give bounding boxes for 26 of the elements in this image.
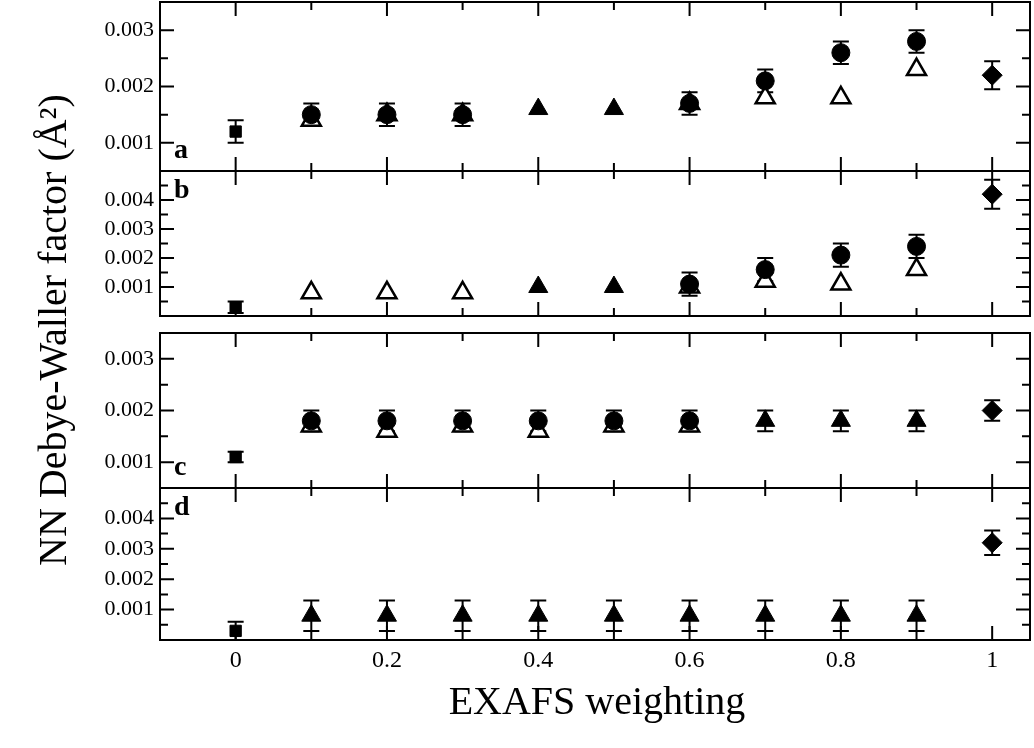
y-tick-label: 0.002 [104,72,154,98]
y-tick-label: 0.002 [104,396,154,422]
y-tick-label: 0.001 [104,447,154,473]
y-tick-label: 0.003 [104,15,154,41]
x-tick-label: 0.4 [523,645,554,672]
y-tick-label: 0.002 [104,564,154,590]
y-axis-title: NN Debye-Waller factor (Å²) [28,94,76,566]
x-tick-label: 1 [986,645,999,672]
y-tick-label: 0.004 [104,504,154,530]
y-tick-label: 0.004 [104,185,154,211]
x-tick-label: 0 [229,645,242,672]
x-axis-title: EXAFS weighting [448,676,746,724]
x-tick-label: 0.8 [825,645,856,672]
x-tick-label: 0.2 [371,645,402,672]
annotation: d [174,490,190,522]
y-tick-label: 0.001 [104,128,154,154]
annotation: b [174,173,190,205]
y-tick-label: 0.002 [104,243,154,269]
y-tick-label: 0.003 [104,344,154,370]
x-tick-label: 0.6 [674,645,705,672]
y-tick-label: 0.001 [104,595,154,621]
y-tick-label: 0.003 [104,214,154,240]
y-tick-label: 0.001 [104,272,154,298]
annotation: a [174,133,188,165]
y-tick-label: 0.003 [104,534,154,560]
annotation: c [174,450,187,482]
